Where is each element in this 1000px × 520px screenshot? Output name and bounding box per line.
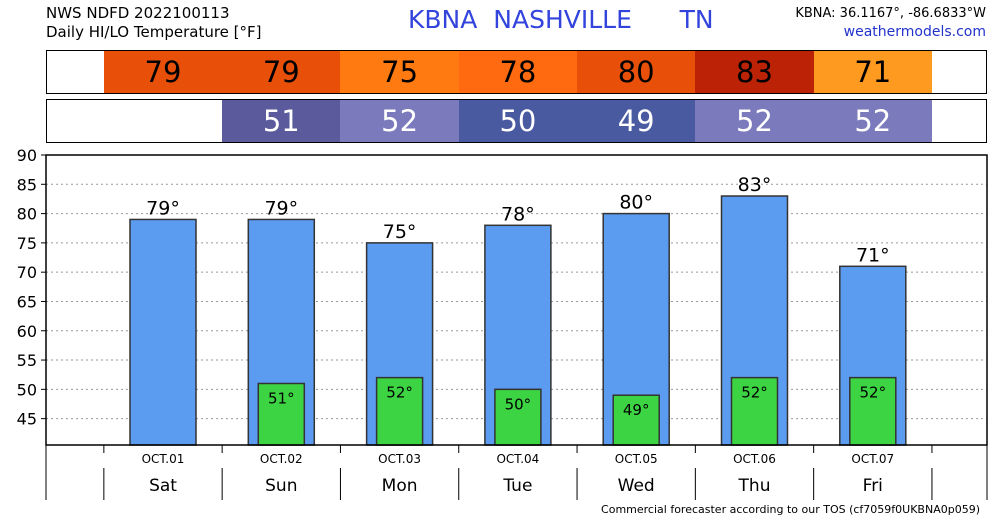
day-label: Wed bbox=[618, 476, 655, 496]
station-id: KBNA bbox=[408, 5, 478, 34]
lo-bar-label: 51° bbox=[268, 389, 295, 407]
y-tick-label: 60 bbox=[17, 322, 37, 341]
y-tick-label: 70 bbox=[17, 263, 37, 282]
lo-bar bbox=[257, 382, 306, 446]
y-tick-label: 90 bbox=[17, 146, 37, 165]
hi-temp-cell: 80 bbox=[577, 51, 696, 93]
lo-bar-label: 52° bbox=[741, 384, 768, 402]
header-right: KBNA: 36.1167°, -86.6833°W weathermodels… bbox=[795, 4, 986, 42]
date-label: OCT.04 bbox=[496, 452, 539, 466]
lo-temp-cell: 52 bbox=[813, 100, 932, 142]
hi-temp-strip: 79 79 75 78 80 83 71 bbox=[46, 50, 987, 94]
y-tick-label: 55 bbox=[17, 351, 37, 370]
hi-bar-label: 83° bbox=[738, 174, 772, 196]
y-tick-label: 45 bbox=[17, 410, 37, 429]
lo-bar bbox=[375, 376, 424, 446]
y-tick-label: 65 bbox=[17, 292, 37, 311]
lo-bar-label: 49° bbox=[623, 401, 650, 419]
hi-temp-cell: 79 bbox=[103, 51, 223, 93]
station-city: NASHVILLE bbox=[493, 5, 632, 34]
y-tick-label: 75 bbox=[17, 234, 37, 253]
hi-temp-cell: 79 bbox=[222, 51, 341, 93]
hi-temp-cell: 78 bbox=[458, 51, 578, 93]
day-label: Mon bbox=[382, 476, 418, 496]
hi-bar-label: 78° bbox=[501, 203, 535, 225]
site-link[interactable]: weathermodels.com bbox=[843, 24, 986, 40]
lo-bar-label: 52° bbox=[386, 384, 413, 402]
date-label: OCT.03 bbox=[378, 452, 421, 466]
hi-temp-cell: 71 bbox=[813, 51, 932, 93]
day-label: Sat bbox=[149, 476, 177, 496]
lo-bar bbox=[612, 394, 660, 446]
lo-temp-cell: 50 bbox=[458, 100, 578, 142]
lo-temp-cell: 52 bbox=[695, 100, 814, 142]
lo-bar-label: 52° bbox=[860, 384, 887, 402]
lo-temp-strip: 51 52 50 49 52 52 bbox=[46, 99, 987, 143]
date-label: OCT.02 bbox=[260, 452, 303, 466]
lo-bar-label: 50° bbox=[505, 395, 532, 413]
y-tick-label: 50 bbox=[17, 380, 37, 399]
day-label: Sun bbox=[265, 476, 297, 496]
hi-bar-label: 71° bbox=[856, 244, 890, 266]
lo-temp-cell: 51 bbox=[222, 100, 341, 142]
hi-bar bbox=[129, 218, 197, 446]
station-title: KBNA NASHVILLE TN bbox=[408, 5, 714, 34]
day-label: Thu bbox=[738, 476, 771, 496]
lo-temp-cell: 49 bbox=[577, 100, 696, 142]
hi-bar-label: 80° bbox=[619, 192, 653, 214]
coords-label: KBNA: 36.1167°, -86.6833°W bbox=[795, 6, 986, 21]
header-info: NWS NDFD 2022100113 Daily HI/LO Temperat… bbox=[46, 4, 262, 42]
day-label: Tue bbox=[502, 476, 532, 496]
lo-bar bbox=[730, 376, 779, 446]
model-run-label: NWS NDFD 2022100113 bbox=[46, 4, 230, 22]
footer-note: Commercial forecaster according to our T… bbox=[601, 503, 980, 516]
day-label: Fri bbox=[863, 476, 883, 496]
y-tick-label: 80 bbox=[17, 205, 37, 224]
hi-bar-label: 79° bbox=[264, 197, 298, 219]
product-label: Daily HI/LO Temperature [°F] bbox=[46, 23, 262, 41]
lo-bar bbox=[494, 388, 542, 446]
hi-bar-label: 75° bbox=[383, 221, 417, 243]
date-label: OCT.07 bbox=[851, 452, 894, 466]
plot-frame bbox=[45, 154, 988, 446]
y-tick-label: 85 bbox=[17, 175, 37, 194]
lo-temp-cell: 52 bbox=[340, 100, 459, 142]
hi-bar-label: 79° bbox=[146, 197, 180, 219]
date-label: OCT.05 bbox=[615, 452, 658, 466]
date-label: OCT.01 bbox=[142, 452, 185, 466]
date-label: OCT.06 bbox=[733, 452, 776, 466]
hi-temp-cell: 83 bbox=[695, 51, 814, 93]
hi-temp-cell: 75 bbox=[340, 51, 459, 93]
station-state: TN bbox=[679, 5, 714, 34]
